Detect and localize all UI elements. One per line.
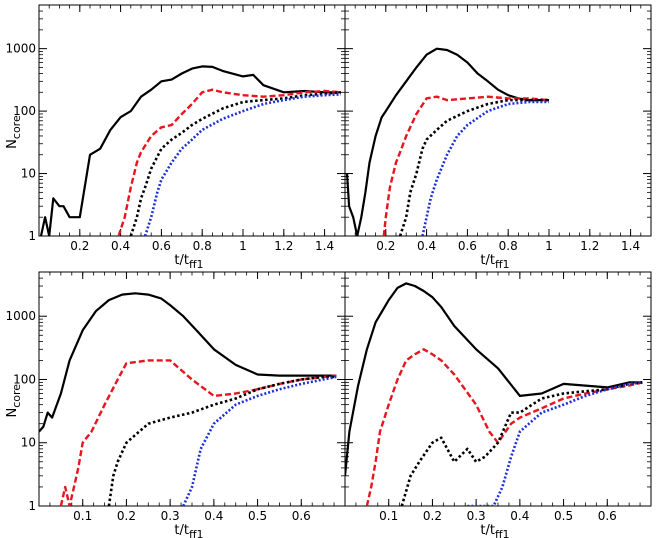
panel-top-left-xtick-label: 0.6 bbox=[152, 239, 171, 253]
panel-top-left-xtick-label: 0.4 bbox=[111, 239, 130, 253]
panel-bottom-right-series-red-dashed bbox=[365, 348, 643, 506]
panel-bottom-left-xtick-label: 0.1 bbox=[73, 509, 92, 523]
panel-top-right-xtick-label: 1.2 bbox=[580, 239, 599, 253]
panel-top-left-xtick-label: 1.4 bbox=[315, 239, 334, 253]
panel-bottom-left-xtick-label: 0.5 bbox=[248, 509, 267, 523]
panel-bottom-left-series-solid-black bbox=[39, 292, 337, 433]
panel-top-right-series-red-dashed bbox=[382, 95, 550, 236]
panel-bottom-left-xtick-label: 0.2 bbox=[117, 509, 136, 523]
panel-top-right-xtick-label: 0.2 bbox=[376, 239, 395, 253]
panel-top-right-xtick-label: 0.8 bbox=[499, 239, 518, 253]
panel-bottom-right-series-group bbox=[345, 282, 643, 506]
panel-top-right-series-black-dotted bbox=[398, 98, 549, 236]
panel-bottom-right-xtick-label: 0.6 bbox=[598, 509, 617, 523]
panel-top-left-xtick-label: 1 bbox=[239, 239, 247, 253]
panel-bottom-left-series-blue-dotted bbox=[182, 375, 337, 506]
panel-top-right-xlabel: t/tff1 bbox=[480, 253, 509, 271]
panel-top-left-series-blue-dotted bbox=[143, 93, 341, 236]
panel-bottom-left-series-red-dashed bbox=[59, 359, 337, 506]
panel-bottom-right: 0.1 0.2 0.3 0.4 0.5 0.6 t/tff1 bbox=[344, 271, 652, 538]
panel-bottom-right-series-black-dotted bbox=[400, 381, 643, 506]
panel-top-right-series-blue-dotted bbox=[421, 100, 549, 236]
panel-top-left-ytick-label: 1 bbox=[28, 229, 36, 243]
panel-top-left: 0.2 0.4 0.6 0.8 1 1.2 1.4 1 10 100 1000 t/tff1 Ncore bbox=[5, 4, 346, 271]
panel-bottom-left-ytick-label: 1000 bbox=[5, 309, 36, 323]
panel-top-left-xtick-label: 1.2 bbox=[274, 239, 293, 253]
panel-bottom-left-ylabel: Ncore bbox=[5, 384, 23, 418]
panel-top-left-ytick-label: 10 bbox=[21, 167, 36, 181]
panel-top-left-frame bbox=[38, 4, 346, 237]
panel-bottom-right-xtick-label: 0.4 bbox=[510, 509, 529, 523]
panel-top-right-series-group bbox=[345, 47, 550, 236]
panel-top-left-xtick-label: 0.8 bbox=[193, 239, 212, 253]
panel-bottom-left-ytick-label: 100 bbox=[13, 372, 36, 386]
panel-bottom-left-frame bbox=[38, 271, 346, 507]
panel-bottom-right-xtick-label: 0.2 bbox=[423, 509, 442, 523]
panel-top-right-xtick-label: 0.4 bbox=[417, 239, 436, 253]
panel-bottom-right-series-solid-black bbox=[345, 282, 643, 476]
panel-top-left-series-red-dashed bbox=[117, 88, 341, 236]
panel-top-right-xtick-label: 1 bbox=[545, 239, 553, 253]
panel-top-left-xtick-label: 0.2 bbox=[70, 239, 89, 253]
panel-top-right: 0.2 0.4 0.6 0.8 1 1.2 1.4 t/tff1 bbox=[344, 4, 652, 271]
panel-top-left-ytick-label: 100 bbox=[13, 104, 36, 118]
panel-top-right-frame bbox=[344, 4, 652, 237]
panel-top-left-series-solid-black bbox=[39, 65, 341, 236]
panel-bottom-left-series-black-dotted bbox=[107, 375, 337, 506]
panel-top-left-series-black-dotted bbox=[129, 91, 342, 236]
panel-bottom-right-xlabel: t/tff1 bbox=[480, 523, 509, 538]
panel-top-left-ytick-label: 1000 bbox=[5, 42, 36, 56]
panel-bottom-left-xlabel: t/tff1 bbox=[174, 523, 203, 538]
panel-bottom-right-xtick-label: 0.5 bbox=[554, 509, 573, 523]
panel-top-left-ylabel: Ncore bbox=[5, 115, 23, 149]
panel-bottom-right-series-blue-dotted bbox=[467, 381, 643, 506]
panel-top-left-series-group bbox=[39, 65, 342, 236]
panel-bottom-left-xtick-label: 0.3 bbox=[161, 509, 180, 523]
panel-bottom-left-xtick-label: 0.4 bbox=[204, 509, 223, 523]
panel-top-right-series-solid-black bbox=[345, 47, 549, 236]
panel-bottom-right-xtick-label: 0.1 bbox=[379, 509, 398, 523]
panel-bottom-left-xtick-label: 0.6 bbox=[292, 509, 311, 523]
panel-bottom-right-xtick-label: 0.3 bbox=[467, 509, 486, 523]
panel-top-right-xtick-label: 0.6 bbox=[458, 239, 477, 253]
panel-bottom-left-series-group bbox=[39, 292, 337, 506]
panel-bottom-left-ytick-label: 1 bbox=[28, 499, 36, 513]
panel-top-left-xlabel: t/tff1 bbox=[174, 253, 203, 271]
panel-bottom-left: 0.1 0.2 0.3 0.4 0.5 0.6 1 10 100 1000 t/tff1 Ncore bbox=[5, 271, 346, 538]
panel-bottom-left-ytick-label: 10 bbox=[21, 436, 36, 450]
panel-top-right-xtick-label: 1.4 bbox=[621, 239, 640, 253]
